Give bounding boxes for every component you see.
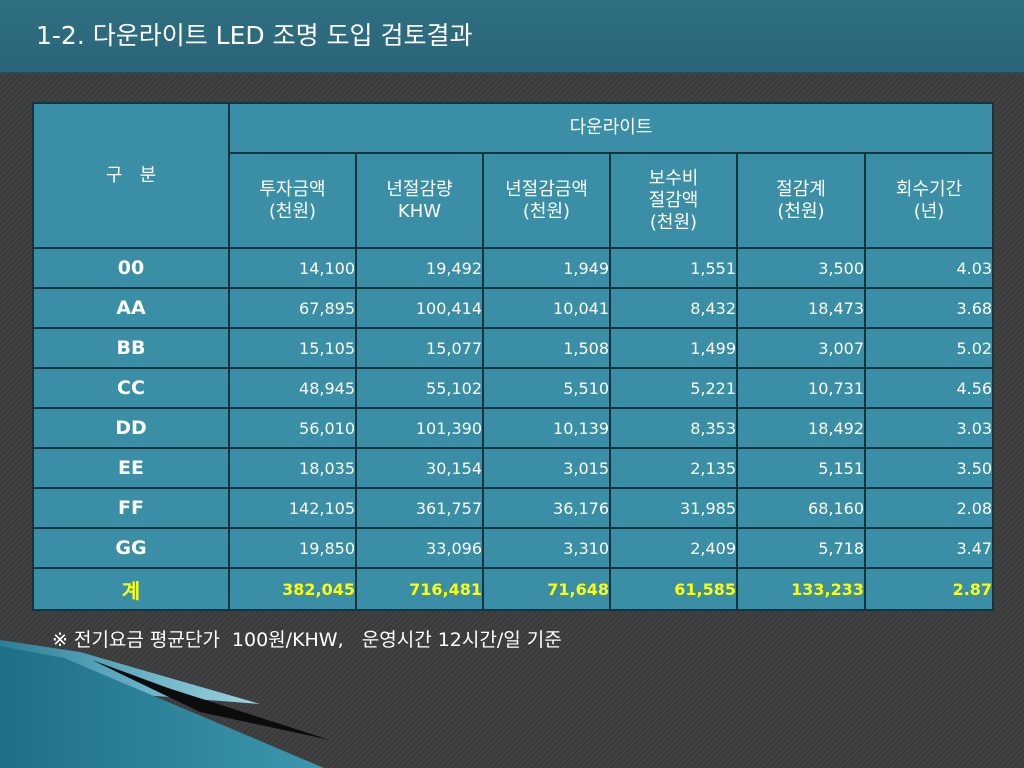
total-maintenance-saving: 61,585 [609,567,738,611]
table-row: EE 18,035 30,154 3,015 2,135 5,151 3.50 [32,447,995,489]
cell-total-saving: 68,160 [736,487,866,529]
total-payback: 2.87 [863,567,995,611]
header-investment: 투자금액 (천원) [228,152,357,249]
cell-cost-saving: 36,176 [482,487,611,529]
cell-maintenance-saving: 8,353 [609,407,738,449]
cell-kwh-saving: 33,096 [355,527,484,569]
cell-payback: 2.08 [863,487,995,529]
cell-investment: 14,100 [228,247,357,289]
cell-cost-saving: 3,310 [482,527,611,569]
cell-investment: 15,105 [228,327,357,369]
cell-total-saving: 10,731 [736,367,866,409]
cell-cost-saving: 1,508 [482,327,611,369]
cell-total-saving: 3,007 [736,327,866,369]
cell-maintenance-saving: 2,135 [609,447,738,489]
header-maintenance-saving: 보수비 절감액 (천원) [609,152,738,249]
cell-investment: 19,850 [228,527,357,569]
cell-maintenance-saving: 2,409 [609,527,738,569]
total-kwh-saving: 716,481 [355,567,484,611]
cell-total-saving: 3,500 [736,247,866,289]
header-downlight: 다운라이트 [227,102,995,154]
cell-cost-saving: 10,041 [482,287,611,329]
cell-investment: 67,895 [228,287,357,329]
cell-payback: 3.03 [863,407,995,449]
cell-kwh-saving: 101,390 [355,407,484,449]
cell-investment: 48,945 [228,367,357,409]
table-row: CC 48,945 55,102 5,510 5,221 10,731 4.56 [32,367,995,409]
row-label: GG [32,527,230,569]
cell-maintenance-saving: 8,432 [609,287,738,329]
row-label: FF [32,487,230,529]
cell-total-saving: 5,718 [736,527,866,569]
total-investment: 382,045 [228,567,357,611]
cell-payback: 3.47 [863,527,995,569]
cell-kwh-saving: 100,414 [355,287,484,329]
title-bar: 1-2. 다운라이트 LED 조명 도입 검토결과 [0,0,1024,74]
cell-maintenance-saving: 31,985 [609,487,738,529]
table-row: AA 67,895 100,414 10,041 8,432 18,473 3.… [32,287,995,329]
cell-payback: 3.50 [863,447,995,489]
cell-payback: 4.56 [863,367,995,409]
cell-maintenance-saving: 5,221 [609,367,738,409]
cell-kwh-saving: 15,077 [355,327,484,369]
row-label: AA [32,287,230,329]
slide-title: 1-2. 다운라이트 LED 조명 도입 검토결과 [36,21,473,50]
cell-total-saving: 5,151 [736,447,866,489]
cell-maintenance-saving: 1,551 [609,247,738,289]
header-payback-period: 회수기간 (년) [863,152,995,249]
cell-payback: 3.68 [863,287,995,329]
cell-kwh-saving: 361,757 [355,487,484,529]
row-label: DD [32,407,230,449]
row-label: 00 [32,247,230,289]
cell-total-saving: 18,492 [736,407,866,449]
table-row: DD 56,010 101,390 10,139 8,353 18,492 3.… [32,407,995,449]
cell-maintenance-saving: 1,499 [609,327,738,369]
table-row: BB 15,105 15,077 1,508 1,499 3,007 5.02 [32,327,995,369]
cell-kwh-saving: 30,154 [355,447,484,489]
cell-total-saving: 18,473 [736,287,866,329]
led-review-table: 구 분 다운라이트 투자금액 (천원) 년절감량 KHW 년절감금액 (천원) … [32,102,995,611]
cell-kwh-saving: 55,102 [355,367,484,409]
total-total-saving: 133,233 [736,567,866,611]
cell-investment: 142,105 [228,487,357,529]
footnote: ※ 전기요금 평균단가 100원/KHW, 운영시간 12시간/일 기준 [52,629,562,651]
cell-payback: 4.03 [863,247,995,289]
table-row: GG 19,850 33,096 3,310 2,409 5,718 3.47 [32,527,995,569]
row-label: EE [32,447,230,489]
cell-cost-saving: 3,015 [482,447,611,489]
cell-cost-saving: 1,949 [482,247,611,289]
cell-investment: 56,010 [228,407,357,449]
row-label: CC [32,367,230,409]
cell-investment: 18,035 [228,447,357,489]
cell-kwh-saving: 19,492 [355,247,484,289]
table-row: 00 14,100 19,492 1,949 1,551 3,500 4.03 [32,247,995,289]
total-label: 계 [32,567,230,611]
row-label: BB [32,327,230,369]
swoosh-dark-band [0,646,324,768]
cell-payback: 5.02 [863,327,995,369]
total-cost-saving: 71,648 [482,567,611,611]
cell-cost-saving: 5,510 [482,367,611,409]
header-total-saving: 절감계 (천원) [736,152,866,249]
cell-cost-saving: 10,139 [482,407,611,449]
header-category: 구 분 [32,102,230,249]
header-annual-kwh-saving: 년절감량 KHW [355,152,484,249]
table-row: FF 142,105 361,757 36,176 31,985 68,160 … [32,487,995,529]
total-row: 계 382,045 716,481 71,648 61,585 133,233 … [32,567,995,611]
header-annual-cost-saving: 년절감금액 (천원) [482,152,611,249]
